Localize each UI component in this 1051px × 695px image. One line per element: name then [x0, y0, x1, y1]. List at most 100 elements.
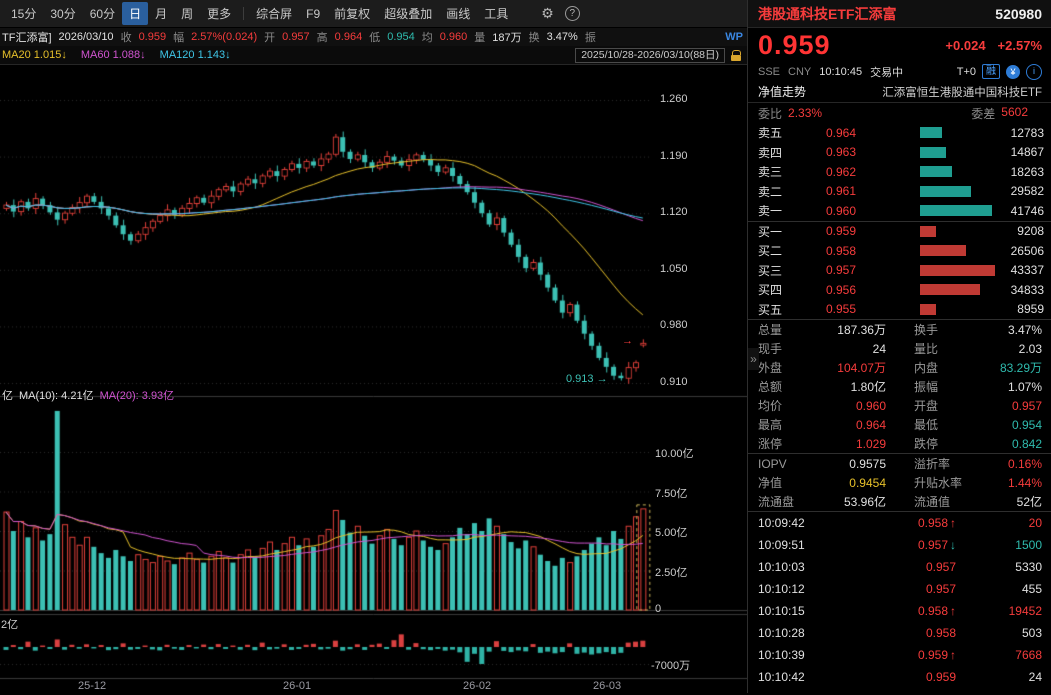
ask-price: 0.964 [825, 125, 856, 140]
quote-field-label: 开 [264, 32, 276, 44]
chart-section: 15分 30分 60分日月周更多 综合屏 F9 前复权 超级叠加 画线 工具 ⚙ ? TF汇添… [0, 0, 747, 695]
tool-item[interactable]: 前复权 [334, 7, 371, 21]
watermark-logo: WP [725, 31, 743, 43]
nav-row: 净值走势 汇添富恒生港股通中国科技ETF [748, 81, 1051, 103]
timeframe-item[interactable]: 30分 [50, 7, 76, 21]
ask-bar-area: 29582 [920, 184, 1044, 198]
stat-label: 流通盘 [758, 495, 795, 509]
kline-canvas[interactable] [0, 65, 747, 695]
fund-full-name: 汇添富恒生港股通中国科技ETF [882, 86, 1042, 99]
bid-row[interactable]: 买二 0.958 26506 [748, 241, 1051, 261]
weibi-label: 委比 [758, 106, 783, 121]
stats-row: 涨停 1.029 跌停 0.842 [748, 434, 1051, 453]
bid-bar-area: 8959 [920, 302, 1044, 316]
quote-field-value: 0.959 [138, 31, 167, 43]
margin-badge[interactable]: 融 [982, 64, 1000, 79]
stat-cell: 净值 0.9454 [758, 474, 900, 491]
bid-bar [920, 245, 966, 257]
stats-row: 流通盘 53.96亿 流通值 52亿 [748, 492, 1051, 511]
timeframe-item[interactable]: 更多 [207, 7, 232, 21]
tool-item[interactable]: 综合屏 [256, 7, 293, 21]
quote-field-label: 换 [528, 32, 540, 44]
stat-label: 换手 [914, 323, 939, 337]
quote-field-label: 幅 [173, 32, 185, 44]
ma-row-right: 2025/10/28-2026/03/10(88日) [575, 47, 745, 63]
ask-volume: 18263 [1010, 164, 1044, 179]
ask-label: 卖三 [758, 165, 783, 180]
tab-nav-trend[interactable]: 净值走势 [758, 85, 807, 99]
stat-cell: 最高 0.964 [758, 416, 900, 433]
stat-value: 0.954 [1011, 417, 1042, 432]
quote-field-value: 187万 [492, 32, 522, 44]
stat-cell: 现手 24 [758, 340, 900, 357]
toolbar-separator [243, 7, 245, 20]
ask-row[interactable]: 卖五 0.964 12783 [748, 123, 1051, 143]
tick-price-group: 0.959 ↑ [832, 648, 956, 662]
ask-row[interactable]: 卖三 0.962 18263 [748, 162, 1051, 182]
tick-price-group: 0.958 [832, 626, 956, 640]
info-icon[interactable]: i [1026, 63, 1042, 80]
currency-label: CNY [788, 65, 812, 78]
tick-price: 0.958 [925, 626, 956, 640]
quote-field-label: 振 [584, 32, 596, 44]
panel-collapse-handle[interactable]: » [748, 348, 759, 370]
bid-row[interactable]: 买四 0.956 34833 [748, 280, 1051, 300]
ask-bar [920, 205, 992, 217]
settings-gear-icon[interactable]: ⚙ [541, 5, 554, 21]
bid-volume: 9208 [1017, 224, 1044, 239]
timeframe-item[interactable]: 60分 [89, 7, 116, 21]
up-arrow-icon: ↑ [950, 516, 956, 530]
last-price: 0.959 [758, 29, 831, 60]
bid-label: 买四 [758, 283, 783, 298]
order-book: 卖五 0.964 12783 卖四 0.963 14867 卖三 0.962 18263 卖二 0.… [748, 123, 1051, 319]
quote-field-value: TF汇添富] [2, 32, 52, 44]
ask-row[interactable]: 卖一 0.960 41746 [748, 201, 1051, 221]
ask-bar-area: 14867 [920, 145, 1044, 159]
tick-price-group: 0.957 [832, 560, 956, 574]
timeframe-item[interactable]: 日 [122, 2, 149, 25]
stat-value: 2.03 [1018, 341, 1042, 356]
stat-label: 最低 [914, 418, 939, 432]
kline-chart-area[interactable]: 1.260 1.190 1.120 1.050 0.980 0.910 10.00亿 7.50… [0, 64, 747, 695]
stat-label: 净值 [758, 476, 783, 490]
timeframe-item[interactable]: 月 [155, 7, 168, 21]
stat-cell: 涨停 1.029 [758, 435, 900, 452]
tick-row: 10:10:42 0.959 24 [748, 666, 1051, 688]
stat-value: 0.964 [855, 417, 886, 432]
ask-volume: 14867 [1010, 145, 1044, 160]
ask-price: 0.960 [825, 203, 856, 218]
tick-volume: 5330 [1015, 560, 1042, 574]
stats-row: 现手 24 量比 2.03 [748, 339, 1051, 358]
stat-cell: 外盘 104.07万 [758, 359, 900, 376]
tool-item[interactable]: 超级叠加 [384, 7, 433, 21]
stat-cell: 跌停 0.842 [900, 435, 1042, 452]
timeframe-item[interactable]: 周 [181, 7, 194, 21]
fund-icon[interactable]: ¥ [1006, 64, 1020, 79]
tick-price-group: 0.958 ↑ [832, 516, 956, 530]
tool-item[interactable]: 工具 [484, 7, 509, 21]
price-row: 0.959 +0.024 +2.57% [748, 28, 1051, 62]
tick-time: 10:09:51 [758, 538, 805, 552]
date-range-box[interactable]: 2025/10/28-2026/03/10(88日) [575, 47, 725, 63]
stat-value: 1.029 [855, 436, 886, 451]
tool-item[interactable]: F9 [306, 6, 321, 21]
stat-cell: 流通值 52亿 [900, 493, 1042, 510]
tick-row: 10:10:28 0.958 503 [748, 622, 1051, 644]
ask-bar-area: 12783 [920, 126, 1044, 140]
tick-time: 10:10:42 [758, 670, 805, 684]
lock-icon[interactable] [731, 49, 741, 61]
bid-row[interactable]: 买三 0.957 43337 [748, 261, 1051, 281]
tool-item[interactable]: 画线 [446, 7, 471, 21]
ask-row[interactable]: 卖二 0.961 29582 [748, 182, 1051, 202]
ask-row[interactable]: 卖四 0.963 14867 [748, 143, 1051, 163]
bid-row[interactable]: 买五 0.955 8959 [748, 300, 1051, 320]
timeframe-item[interactable]: 15分 [11, 7, 37, 21]
ask-label: 卖五 [758, 126, 783, 141]
bid-bar-area: 26506 [920, 244, 1044, 258]
security-header: 港股通科技ETF汇添富 520980 [748, 0, 1051, 28]
help-icon[interactable]: ? [564, 6, 580, 21]
toolbar-icons: ⚙ ? [541, 5, 580, 22]
stat-cell: 量比 2.03 [900, 340, 1042, 357]
bid-row[interactable]: 买一 0.959 9208 [748, 222, 1051, 242]
